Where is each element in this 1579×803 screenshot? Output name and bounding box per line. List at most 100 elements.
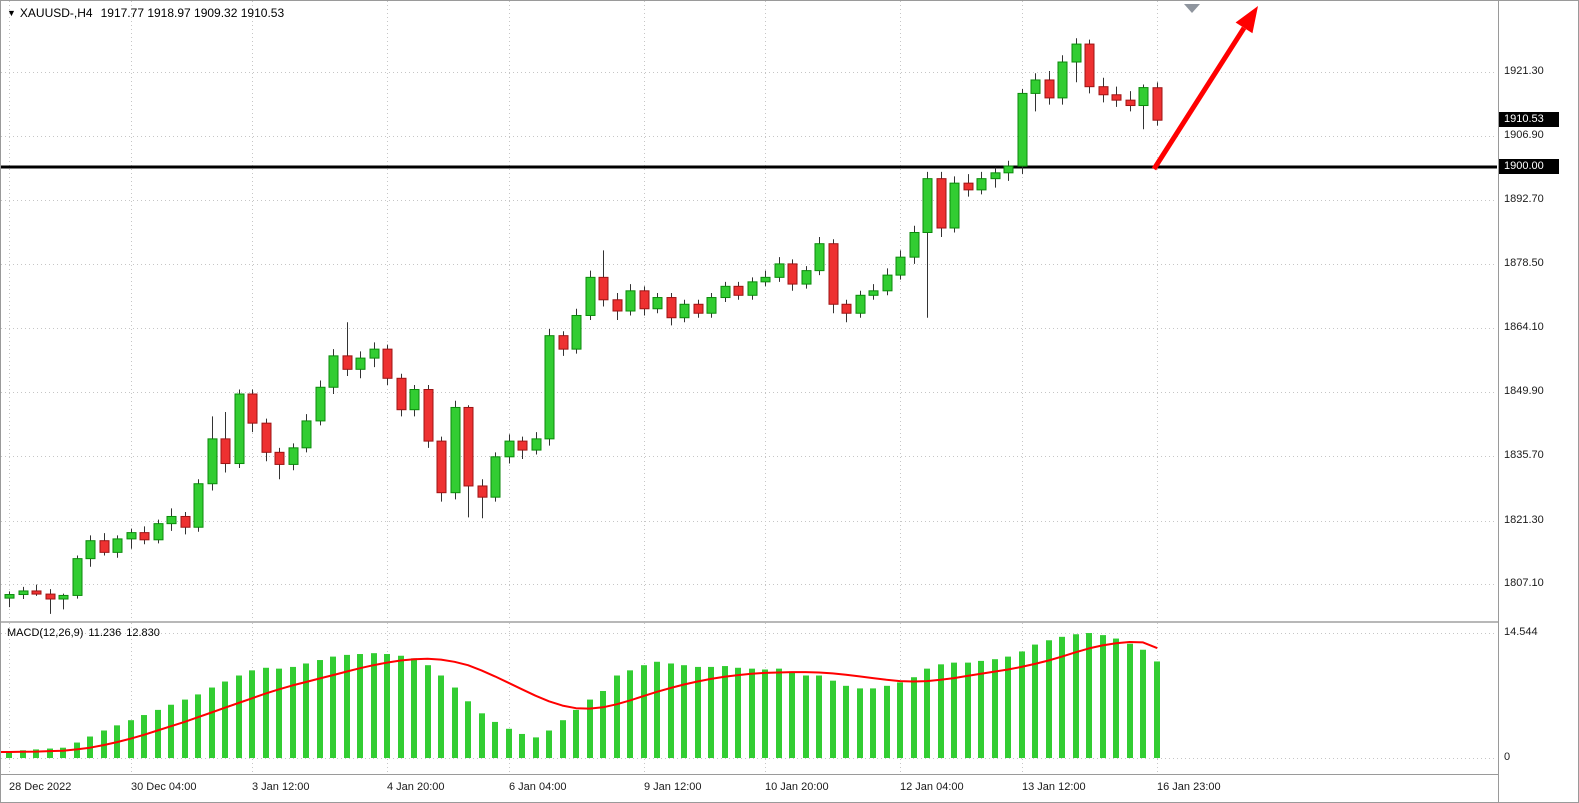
time-axis-divider bbox=[1, 774, 1578, 775]
macd-bar bbox=[938, 664, 944, 759]
candle bbox=[922, 178, 933, 233]
macd-bar bbox=[168, 704, 174, 759]
candle bbox=[234, 393, 245, 465]
candle bbox=[531, 438, 542, 451]
macd-signal-line bbox=[1, 641, 1158, 753]
macd-bar bbox=[614, 675, 620, 759]
macd-bar bbox=[290, 666, 296, 759]
panel-divider[interactable] bbox=[1, 621, 1578, 623]
candle bbox=[1125, 99, 1136, 107]
candle bbox=[193, 483, 204, 528]
main-chart-canvas[interactable] bbox=[1, 1, 1497, 621]
macd-bar bbox=[830, 680, 836, 759]
macd-bar bbox=[1005, 656, 1011, 759]
candle bbox=[787, 263, 798, 285]
macd-bar bbox=[1140, 649, 1146, 759]
candle bbox=[801, 270, 812, 285]
candle bbox=[990, 172, 1001, 180]
candle bbox=[1057, 61, 1068, 99]
macd-bar bbox=[398, 655, 404, 759]
price-axis-label: 1835.70 bbox=[1504, 448, 1544, 461]
main-grid bbox=[1, 1, 1497, 621]
quote-bar: ▼ XAUUSD-,H4 1917.77 1918.97 1909.32 1910.… bbox=[7, 6, 284, 20]
candle bbox=[355, 357, 366, 370]
candle bbox=[868, 290, 879, 296]
candle bbox=[166, 515, 177, 525]
candle bbox=[585, 276, 596, 316]
candle bbox=[679, 303, 690, 319]
macd-bar bbox=[452, 687, 458, 759]
macd-bar bbox=[654, 661, 660, 759]
macd-bar bbox=[155, 709, 161, 759]
candle bbox=[693, 303, 704, 314]
macd-grid bbox=[1, 623, 1497, 774]
candle bbox=[45, 593, 56, 600]
macd-bar bbox=[560, 720, 566, 759]
candle bbox=[4, 594, 15, 599]
macd-bar bbox=[641, 665, 647, 759]
macd-bar bbox=[627, 670, 633, 759]
macd-bar bbox=[1086, 633, 1092, 759]
candle bbox=[288, 447, 299, 465]
candle bbox=[477, 485, 488, 498]
time-axis-label: 10 Jan 20:00 bbox=[765, 781, 829, 793]
candle bbox=[733, 285, 744, 296]
macd-bar bbox=[803, 675, 809, 759]
candle bbox=[895, 256, 906, 276]
macd-bar bbox=[1113, 638, 1119, 759]
candle bbox=[382, 348, 393, 379]
time-axis-label: 6 Jan 04:00 bbox=[509, 781, 567, 793]
candle bbox=[639, 290, 650, 310]
candle bbox=[207, 438, 218, 485]
time-axis-label: 28 Dec 2022 bbox=[9, 781, 72, 793]
time-axis-label: 9 Jan 12:00 bbox=[644, 781, 702, 793]
macd-bar bbox=[209, 687, 215, 759]
candle bbox=[490, 456, 501, 498]
candle bbox=[450, 406, 461, 494]
macd-bar bbox=[884, 685, 890, 759]
macd-axis-label: 0 bbox=[1504, 751, 1511, 763]
macd-value-main: 11.236 bbox=[88, 627, 122, 639]
candle bbox=[18, 590, 29, 596]
macd-bar bbox=[587, 699, 593, 759]
symbol-dropdown-icon[interactable]: ▼ bbox=[7, 8, 16, 18]
candle bbox=[274, 451, 285, 465]
macd-bar bbox=[681, 665, 687, 759]
macd-bar bbox=[1046, 640, 1052, 759]
macd-bar bbox=[344, 654, 350, 759]
macd-histogram bbox=[6, 633, 1160, 759]
macd-bar bbox=[438, 675, 444, 759]
macd-bar bbox=[222, 681, 228, 759]
candle bbox=[760, 276, 771, 283]
price-axis[interactable]: 1921.30 1906.90 1892.70 1878.50 1864.10 1849.… bbox=[1498, 1, 1578, 802]
macd-bar bbox=[722, 666, 728, 759]
macd-bar bbox=[695, 666, 701, 759]
chart-shift-marker-icon[interactable] bbox=[1184, 4, 1200, 13]
candle bbox=[342, 355, 353, 370]
candle bbox=[612, 299, 623, 312]
candle bbox=[666, 297, 677, 319]
candle bbox=[1138, 87, 1149, 107]
macd-canvas[interactable] bbox=[1, 623, 1497, 774]
trend-arrow-annotation[interactable] bbox=[1151, 6, 1258, 171]
candle bbox=[139, 532, 150, 541]
macd-bar bbox=[492, 721, 498, 759]
macd-bar bbox=[992, 659, 998, 759]
macd-bar bbox=[1100, 635, 1106, 759]
macd-bar bbox=[1032, 644, 1038, 759]
macd-bar bbox=[533, 737, 539, 759]
macd-bar bbox=[978, 660, 984, 759]
macd-bar bbox=[141, 715, 147, 759]
time-axis-label: 4 Jan 20:00 bbox=[387, 781, 445, 793]
candle bbox=[328, 355, 339, 388]
candle bbox=[882, 274, 893, 292]
candle bbox=[747, 281, 758, 296]
time-axis[interactable]: 28 Dec 2022 30 Dec 04:00 3 Jan 12:00 4 Jan … bbox=[1, 776, 1497, 802]
candles bbox=[4, 38, 1163, 614]
macd-bar bbox=[816, 675, 822, 759]
macd-bar bbox=[951, 662, 957, 759]
macd-bar bbox=[776, 668, 782, 759]
candle bbox=[301, 420, 312, 449]
macd-bar bbox=[965, 662, 971, 759]
